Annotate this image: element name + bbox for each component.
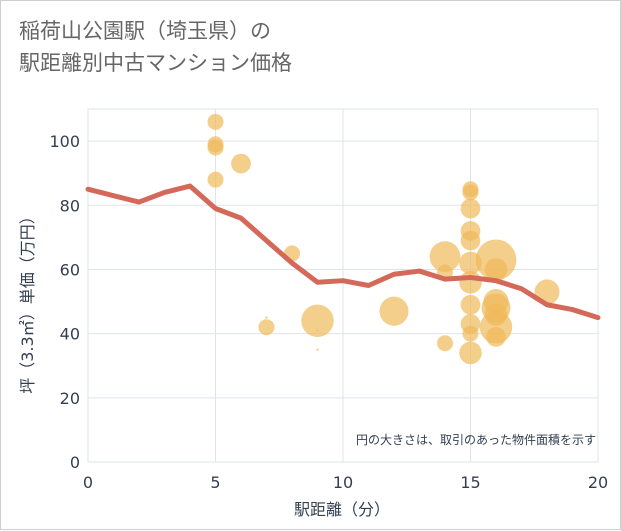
chart-title-line2: 駅距離別中古マンション価格: [19, 51, 292, 75]
bubble-point: [207, 113, 224, 130]
trend-line-series: [85, 183, 601, 321]
bubble-point: [301, 304, 334, 338]
chart-title-line1: 稲荷山公園駅（埼玉県）の: [19, 19, 271, 43]
bubble-point: [379, 296, 409, 326]
y-tick-labels: 0 20 40 60 80 100: [49, 132, 80, 472]
bubble-size-note: 円の大きさは、取引のあった物件面積を示す: [356, 432, 596, 447]
bubble-point: [437, 335, 453, 352]
y-tick-label: 60: [60, 260, 80, 279]
bubble-point: [316, 348, 319, 351]
chart-title: 稲荷山公園駅（埼玉県）の 駅距離別中古マンション価格: [19, 15, 292, 79]
bubble-point: [429, 241, 461, 273]
bubble-point: [459, 341, 482, 365]
bubble-point: [316, 329, 319, 332]
bubble-point: [258, 319, 275, 336]
trend-line: [85, 183, 601, 321]
bubble-point: [207, 171, 224, 188]
bubble-point: [459, 270, 482, 294]
x-tick-label: 5: [210, 473, 220, 492]
y-tick-label: 0: [70, 453, 80, 472]
y-axis-label: 坪（3.3㎡）単価（万円）: [18, 208, 37, 393]
y-tick-label: 40: [60, 325, 80, 344]
bubble-point: [484, 303, 508, 326]
bubble-point: [462, 325, 479, 342]
y-tick-label: 100: [49, 132, 80, 151]
x-tick-label: 20: [588, 473, 608, 492]
bubble-point: [459, 251, 482, 275]
bubble-point: [486, 326, 506, 347]
x-tick-label: 10: [333, 473, 353, 492]
bubble-point: [265, 316, 268, 319]
bubble-point: [484, 258, 508, 281]
x-axis-label: 駅距離（分）: [294, 500, 390, 519]
bubble-point: [460, 230, 481, 251]
bubble-point: [460, 198, 481, 219]
bubble-series: [207, 113, 560, 365]
bubble-point: [207, 139, 224, 156]
x-tick-label: 0: [83, 473, 93, 492]
y-tick-label: 80: [60, 196, 80, 215]
x-tick-labels: 0 5 10 15 20: [83, 473, 608, 492]
bubble-point: [462, 184, 479, 201]
y-tick-label: 20: [60, 389, 80, 408]
bubble-point: [231, 153, 251, 174]
grid-lines: [87, 108, 599, 463]
bubble-point: [460, 294, 481, 315]
x-tick-label: 15: [460, 473, 480, 492]
